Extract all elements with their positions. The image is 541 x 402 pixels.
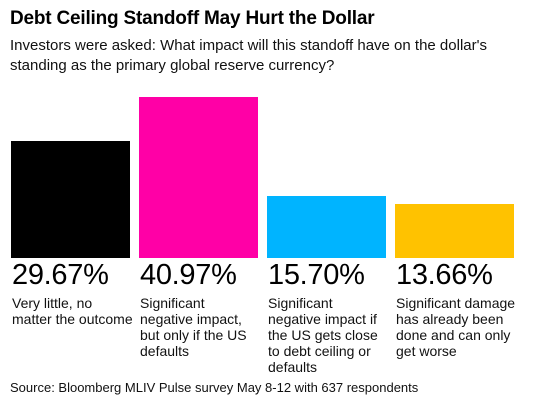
bar-3 bbox=[267, 196, 386, 258]
value-label-3: 15.70% bbox=[268, 259, 365, 291]
category-label-2: Significant negative impact, but only if… bbox=[140, 295, 247, 359]
category-label-4: Significant damage has already been done… bbox=[396, 295, 516, 359]
source-note: Source: Bloomberg MLIV Pulse survey May … bbox=[10, 380, 419, 395]
bar-4 bbox=[395, 204, 514, 258]
value-label-2: 40.97% bbox=[140, 259, 237, 291]
category-label-3: Significant negative impact if the US ge… bbox=[268, 295, 378, 375]
bar-1 bbox=[11, 141, 130, 258]
value-label-1: 29.67% bbox=[12, 259, 109, 291]
bar-2 bbox=[139, 97, 258, 258]
category-label-1: Very little, no matter the outcome bbox=[12, 295, 133, 327]
chart-subtitle: Investors were asked: What impact will t… bbox=[10, 37, 487, 74]
value-label-4: 13.66% bbox=[396, 259, 493, 291]
chart-title: Debt Ceiling Standoff May Hurt the Dolla… bbox=[10, 8, 375, 29]
